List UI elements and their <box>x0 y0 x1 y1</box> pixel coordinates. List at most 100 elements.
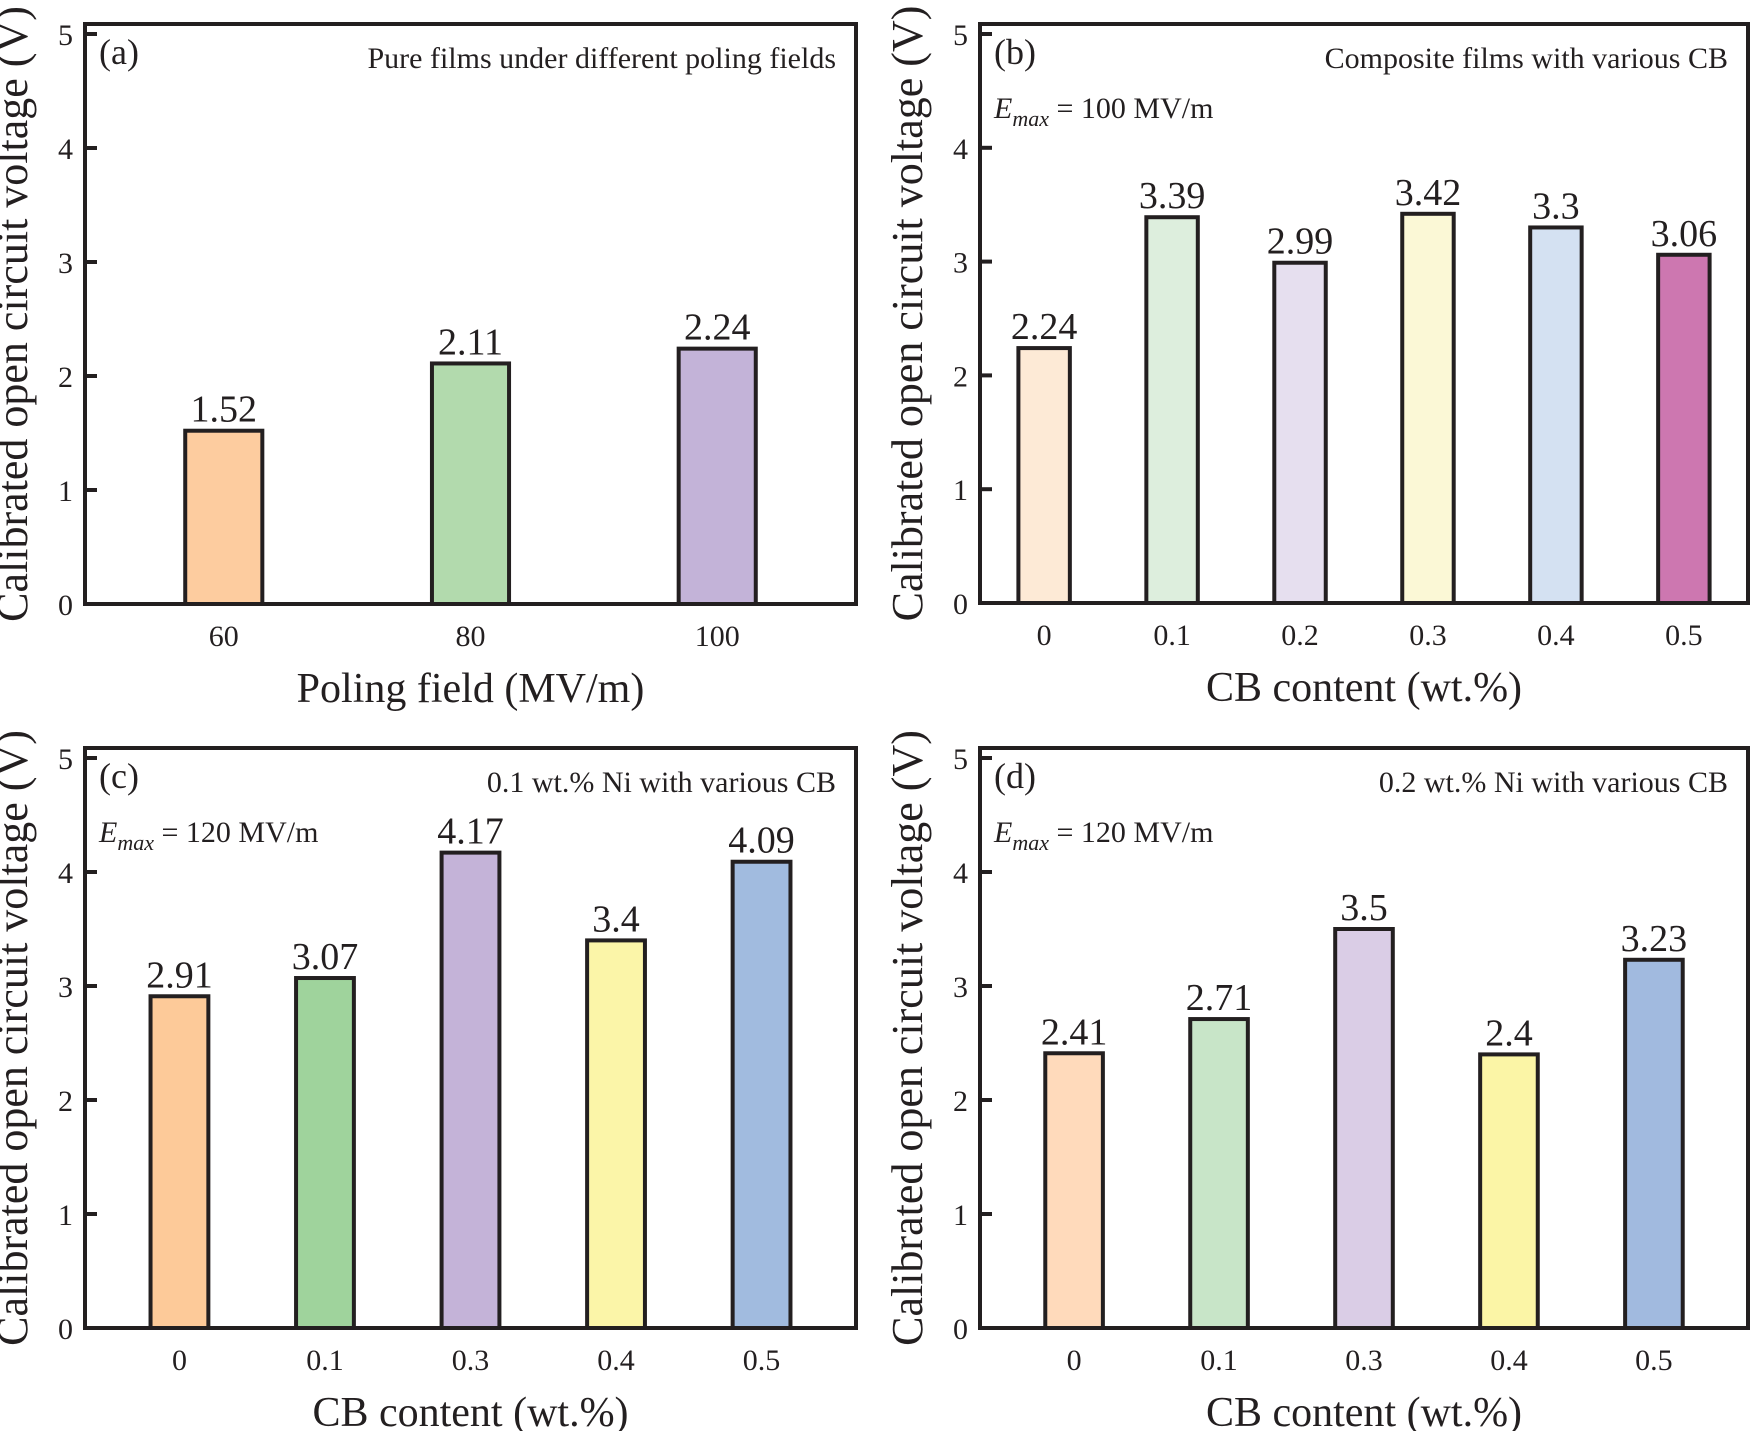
y-tick-label: 4 <box>58 857 73 890</box>
emax-value: = 100 MV/m <box>1049 92 1213 125</box>
data-label: 3.42 <box>1395 172 1462 214</box>
data-label: 3.3 <box>1532 185 1580 227</box>
x-tick-label: 0.3 <box>1345 1344 1383 1377</box>
x-tick-label: 60 <box>209 620 239 653</box>
x-tick-label: 0.5 <box>743 1344 781 1377</box>
bar <box>1144 215 1200 606</box>
y-tick-label: 1 <box>953 1199 968 1232</box>
x-tick-label: 0.1 <box>1153 619 1191 652</box>
bar <box>294 976 356 1331</box>
emax-symbol: E <box>993 816 1012 849</box>
panel-letter: (a) <box>99 32 139 72</box>
plot-frame <box>978 22 1750 605</box>
y-tick-label: 5 <box>953 19 968 52</box>
bar <box>585 938 647 1331</box>
y-tick-label: 3 <box>58 971 73 1004</box>
emax-symbol: E <box>993 92 1012 125</box>
emax-subscript: max <box>1012 830 1049 855</box>
x-tick-label: 0 <box>172 1344 187 1377</box>
x-axis-label: CB content (wt.%) <box>1206 665 1522 711</box>
x-tick-label: 0.5 <box>1665 619 1703 652</box>
bar <box>429 361 512 606</box>
plot-frame <box>83 22 858 606</box>
data-label: 3.4 <box>592 898 640 940</box>
y-tick-label: 2 <box>953 1085 968 1118</box>
bar <box>1656 252 1712 605</box>
panel-title: 0.1 wt.% Ni with various CB <box>487 766 836 799</box>
emax-annotation: Emax = 100 MV/m <box>993 92 1213 131</box>
emax-subscript: max <box>1012 106 1049 131</box>
data-label: 2.24 <box>684 307 751 349</box>
data-label: 2.71 <box>1186 977 1253 1019</box>
bar <box>1478 1052 1540 1331</box>
y-tick-label: 3 <box>953 247 968 280</box>
data-label: 2.41 <box>1041 1011 1108 1053</box>
y-axis-label: Calibrated open circuit voltage (V) <box>883 730 932 1346</box>
x-tick-label: 0.2 <box>1281 619 1319 652</box>
y-axis-label: Calibrated open circuit voltage (V) <box>0 730 37 1346</box>
x-tick-label: 80 <box>456 620 486 653</box>
data-label: 4.17 <box>437 811 504 853</box>
x-tick-label: 0.1 <box>1200 1344 1238 1377</box>
emax-subscript: max <box>117 830 154 855</box>
y-tick-label: 5 <box>953 743 968 776</box>
bar <box>1272 260 1328 605</box>
bar <box>439 850 502 1330</box>
y-tick-label: 5 <box>58 19 73 52</box>
bar <box>1623 957 1685 1331</box>
data-label: 2.91 <box>146 954 213 996</box>
bar <box>730 859 793 1330</box>
bar <box>1333 927 1395 1330</box>
y-axis-label: Calibrated open circuit voltage (V) <box>883 6 932 622</box>
emax-symbol: E <box>98 816 117 849</box>
data-label: 4.09 <box>728 820 795 862</box>
panel-d: 2.41 0 2.71 0.1 3.5 0.3 2.4 0.4 3.23 0.5 0 1 2 3 4 5 (d)… <box>883 730 1750 1431</box>
emax-annotation: Emax = 120 MV/m <box>98 816 318 855</box>
bar <box>676 346 758 607</box>
y-tick-label: 1 <box>58 1199 73 1232</box>
plot-frame <box>83 746 858 1330</box>
data-label: 2.24 <box>1011 306 1078 348</box>
y-tick-label: 3 <box>58 247 73 280</box>
panel-title: 0.2 wt.% Ni with various CB <box>1379 766 1728 799</box>
bar <box>1188 1017 1250 1330</box>
y-tick-label: 4 <box>953 857 968 890</box>
data-label: 3.23 <box>1621 918 1688 960</box>
bar <box>1043 1051 1105 1330</box>
data-label: 3.39 <box>1139 175 1206 217</box>
bar <box>1016 346 1072 606</box>
x-axis-label: CB content (wt.%) <box>312 1390 628 1431</box>
x-tick-label: 0 <box>1037 619 1052 652</box>
y-tick-label: 2 <box>953 360 968 393</box>
bar <box>183 428 265 606</box>
panel-title: Pure films under different poling fields <box>367 42 836 75</box>
panel-b: 2.24 0 3.39 0.1 2.99 0.2 3.42 0.3 3.3 0.4 3.06 0.5 0… <box>883 6 1750 711</box>
x-tick-label: 0.4 <box>597 1344 635 1377</box>
panel-letter: (b) <box>994 32 1036 72</box>
y-tick-label: 0 <box>58 1313 73 1346</box>
y-tick-label: 0 <box>58 589 73 622</box>
x-tick-label: 0.1 <box>306 1344 344 1377</box>
x-tick-label: 0.4 <box>1490 1344 1528 1377</box>
panel-letter: (d) <box>994 756 1036 796</box>
bar <box>1528 225 1584 606</box>
bar <box>148 994 211 1330</box>
y-tick-label: 0 <box>953 588 968 621</box>
y-tick-label: 2 <box>58 361 73 394</box>
plot-frame <box>978 746 1750 1330</box>
y-tick-label: 4 <box>58 133 73 166</box>
y-axis-label: Calibrated open circuit voltage (V) <box>0 6 37 622</box>
panel-letter: (c) <box>99 756 139 796</box>
y-tick-label: 3 <box>953 971 968 1004</box>
panel-title: Composite films with various CB <box>1325 42 1728 75</box>
data-label: 2.4 <box>1485 1012 1533 1054</box>
x-tick-label: 0.3 <box>1409 619 1447 652</box>
y-tick-label: 0 <box>953 1313 968 1346</box>
x-axis-label: CB content (wt.%) <box>1206 1390 1522 1431</box>
data-label: 2.11 <box>438 321 503 363</box>
emax-annotation: Emax = 120 MV/m <box>993 816 1213 855</box>
data-label: 3.07 <box>292 936 359 978</box>
data-label: 2.99 <box>1267 221 1334 263</box>
data-label: 1.52 <box>191 389 258 431</box>
